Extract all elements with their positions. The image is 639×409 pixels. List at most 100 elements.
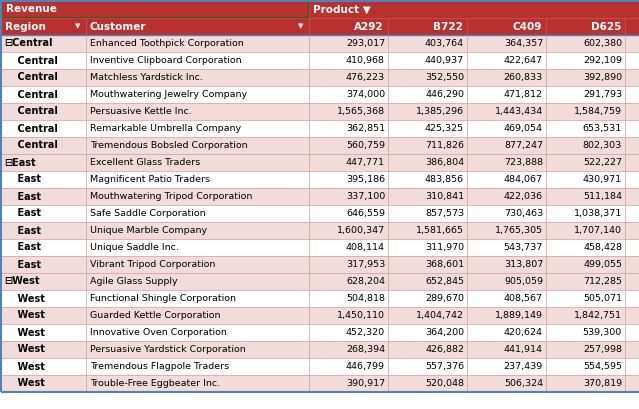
Text: 446,290: 446,290 (425, 90, 464, 99)
Text: Tremendous Bobsled Corporation: Tremendous Bobsled Corporation (90, 141, 248, 150)
Text: ⊟Central: ⊟Central (4, 38, 52, 49)
Bar (625, 273, 639, 290)
Bar (467, 69, 546, 86)
Text: 420,624: 420,624 (504, 328, 543, 337)
Text: 877,247: 877,247 (504, 141, 543, 150)
Bar (86, 69, 309, 86)
Bar (625, 222, 639, 239)
Bar (86, 324, 309, 341)
Bar (467, 256, 546, 273)
Text: 291,793: 291,793 (583, 90, 622, 99)
Bar (625, 205, 639, 222)
Text: D625: D625 (590, 22, 621, 31)
Text: 1,565,368: 1,565,368 (337, 107, 385, 116)
Bar (1, 290, 86, 307)
Text: 653,531: 653,531 (583, 124, 622, 133)
Text: 446,799: 446,799 (346, 362, 385, 371)
Bar (625, 375, 639, 392)
Text: Inventive Clipboard Corporation: Inventive Clipboard Corporation (90, 56, 242, 65)
Text: 374,000: 374,000 (346, 90, 385, 99)
Text: 1,842,751: 1,842,751 (574, 311, 622, 320)
Text: Central: Central (4, 106, 58, 117)
Text: 723,888: 723,888 (504, 158, 543, 167)
Bar (546, 154, 625, 171)
Bar (546, 222, 625, 239)
Text: 310,841: 310,841 (425, 192, 464, 201)
Bar (388, 120, 467, 137)
Bar (309, 35, 388, 52)
Text: Persuasive Yardstick Corporation: Persuasive Yardstick Corporation (90, 345, 246, 354)
Bar (1, 307, 86, 324)
Bar (388, 69, 467, 86)
Text: Region: Region (5, 22, 46, 31)
Text: 260,833: 260,833 (504, 73, 543, 82)
Text: 712,285: 712,285 (583, 277, 622, 286)
Bar (625, 307, 639, 324)
Text: West: West (4, 328, 45, 337)
Text: Unique Saddle Inc.: Unique Saddle Inc. (90, 243, 179, 252)
Bar (309, 103, 388, 120)
Bar (546, 324, 625, 341)
Bar (625, 341, 639, 358)
Bar (1, 35, 86, 52)
Text: 403,764: 403,764 (425, 39, 464, 48)
Text: West: West (4, 362, 45, 371)
Bar (388, 18, 467, 35)
Text: 857,573: 857,573 (425, 209, 464, 218)
Bar (1, 256, 86, 273)
Text: 364,357: 364,357 (504, 39, 543, 48)
Text: 408,114: 408,114 (346, 243, 385, 252)
Text: Guarded Kettle Corporation: Guarded Kettle Corporation (90, 311, 220, 320)
Text: East: East (4, 209, 41, 218)
Text: 458,428: 458,428 (583, 243, 622, 252)
Text: 289,670: 289,670 (425, 294, 464, 303)
Text: West: West (4, 344, 45, 355)
Text: 476,223: 476,223 (346, 73, 385, 82)
Text: 1,385,296: 1,385,296 (416, 107, 464, 116)
Bar (309, 307, 388, 324)
Text: ⊟West: ⊟West (4, 276, 40, 286)
Text: 311,970: 311,970 (425, 243, 464, 252)
Text: Central: Central (4, 90, 58, 99)
Text: Enhanced Toothpick Corporation: Enhanced Toothpick Corporation (90, 39, 243, 48)
Bar (86, 358, 309, 375)
Bar (309, 86, 388, 103)
Bar (467, 18, 546, 35)
Bar (86, 375, 309, 392)
Text: 386,804: 386,804 (425, 158, 464, 167)
Bar (86, 52, 309, 69)
Bar (546, 52, 625, 69)
Bar (86, 171, 309, 188)
Bar (546, 341, 625, 358)
Bar (625, 256, 639, 273)
Text: Matchless Yardstick Inc.: Matchless Yardstick Inc. (90, 73, 203, 82)
Text: Revenue: Revenue (6, 4, 57, 14)
Bar (388, 239, 467, 256)
Text: 557,376: 557,376 (425, 362, 464, 371)
Bar (625, 35, 639, 52)
Text: East: East (4, 259, 41, 270)
Bar (86, 188, 309, 205)
Bar (309, 18, 388, 35)
Text: 905,059: 905,059 (504, 277, 543, 286)
Bar (546, 137, 625, 154)
Text: Remarkable Umbrella Company: Remarkable Umbrella Company (90, 124, 241, 133)
Bar (309, 273, 388, 290)
Bar (546, 239, 625, 256)
Text: West: West (4, 294, 45, 303)
Text: 410,968: 410,968 (346, 56, 385, 65)
Bar (86, 290, 309, 307)
Text: 268,394: 268,394 (346, 345, 385, 354)
Bar (1, 273, 86, 290)
Text: 313,807: 313,807 (504, 260, 543, 269)
Text: West: West (4, 378, 45, 389)
Text: West: West (4, 310, 45, 321)
Bar (467, 358, 546, 375)
Text: East: East (4, 191, 41, 202)
Bar (309, 1, 639, 18)
Text: 471,812: 471,812 (504, 90, 543, 99)
Text: East: East (4, 175, 41, 184)
Text: Safe Saddle Corporation: Safe Saddle Corporation (90, 209, 206, 218)
Text: 441,914: 441,914 (504, 345, 543, 354)
Text: Persuasive Kettle Inc.: Persuasive Kettle Inc. (90, 107, 192, 116)
